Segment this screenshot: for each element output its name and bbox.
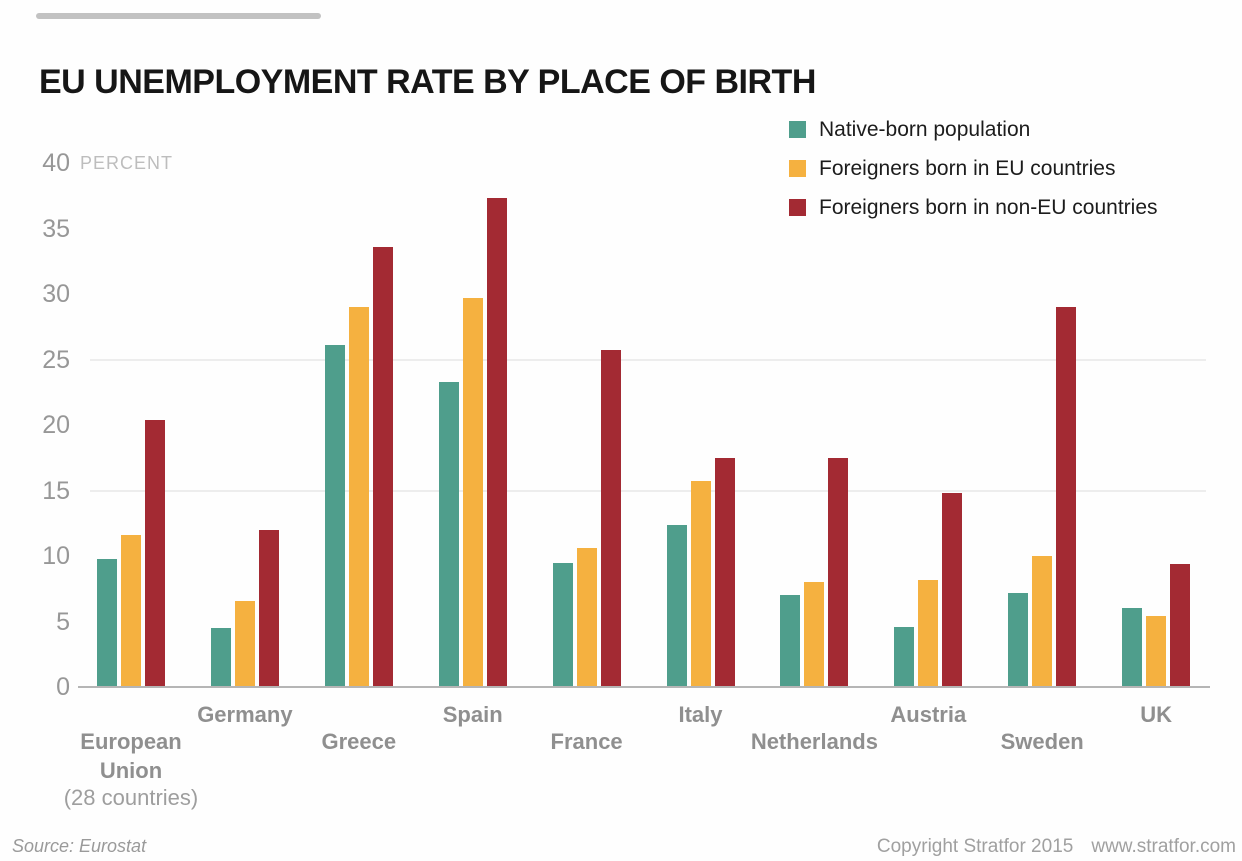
y-tick-label-30: 30 [42,280,70,308]
legend-label: Foreigners born in non-EU countries [819,195,1158,219]
x-label-european-union: European Union [80,729,182,783]
bar-european-union-s2 [145,419,165,687]
bar-austria-s0 [894,626,915,687]
bar-european-union-s0 [97,558,117,687]
bar-italy-s0 [666,524,687,687]
y-tick-label-20: 20 [42,411,70,439]
y-tick-label-40: 40 [42,149,70,177]
y-tick-label-15: 15 [42,476,70,505]
x-label-germany: Germany [197,702,293,727]
y-tick-label-35: 35 [42,214,70,243]
bar-spain-s0 [438,381,459,687]
bar-netherlands-s1 [804,582,825,687]
legend-swatch-native-born-icon [789,121,806,138]
bar-spain-s2 [486,198,507,687]
footer-right: Copyright Stratfor 2015 www.stratfor.com [877,836,1236,858]
legend-label: Foreigners born in EU countries [819,156,1116,180]
x-label-spain: Spain [442,702,503,727]
bar-germany-s1 [234,600,255,687]
x-label-italy: Italy [678,702,723,727]
bar-france-s0 [552,562,573,687]
bar-uk-s0 [1122,608,1143,687]
y-tick-label-5: 5 [56,607,70,636]
x-label-france: France [550,729,623,754]
bar-greece-s0 [324,345,345,687]
title-accent-bar [36,13,321,19]
bar-uk-s1 [1146,616,1167,687]
legend-swatch-non-eu-born-icon [789,199,806,216]
bar-uk-s2 [1170,563,1191,687]
y-axis-unit-label: PERCENT [80,153,174,173]
bar-austria-s2 [942,493,963,687]
bar-sweden-s2 [1056,307,1077,687]
chart-title: EU UNEMPLOYMENT RATE BY PLACE OF BIRTH [39,62,816,101]
legend-label: Native-born population [819,117,1031,141]
x-axis-line [78,686,1210,688]
y-tick-label-0: 0 [56,673,70,701]
gridline-15 [90,489,1206,492]
source-note: Source: Eurostat [12,836,147,856]
x-label-austria: Austria [890,702,967,727]
legend-item-native-born: Native-born population [789,114,1158,145]
x-label-uk: UK [1140,702,1172,727]
copyright-text: Copyright Stratfor 2015 [876,836,1074,857]
bar-spain-s1 [462,297,483,687]
bar-germany-s0 [210,628,231,687]
website-text: www.stratfor.com [1091,836,1236,857]
x-label-netherlands: Netherlands [750,729,878,754]
legend-item-non-eu-born: Foreigners born in non-EU countries [789,192,1158,223]
y-tick-label-10: 10 [42,542,70,570]
bar-greece-s2 [372,246,393,687]
bar-netherlands-s0 [780,595,801,687]
bar-austria-s1 [918,579,939,687]
bar-sweden-s1 [1032,556,1053,687]
x-label-greece: Greece [321,729,397,754]
bar-italy-s2 [714,457,735,687]
bar-france-s1 [576,548,597,687]
bar-italy-s1 [690,481,711,687]
gridline-25 [90,358,1206,361]
bar-sweden-s0 [1008,592,1029,687]
bar-european-union-s1 [121,535,141,687]
y-tick-label-25: 25 [42,345,70,374]
legend: Native-born population Foreigners born i… [789,114,1158,231]
x-sublabel-european-union: (28 countries) [63,785,199,810]
bar-greece-s1 [348,307,369,687]
legend-item-eu-born: Foreigners born in EU countries [789,153,1158,184]
bar-netherlands-s2 [828,457,849,687]
bar-germany-s2 [258,529,279,687]
legend-swatch-eu-born-icon [789,160,806,177]
bar-france-s2 [600,350,621,687]
x-label-sweden: Sweden [1000,729,1084,754]
